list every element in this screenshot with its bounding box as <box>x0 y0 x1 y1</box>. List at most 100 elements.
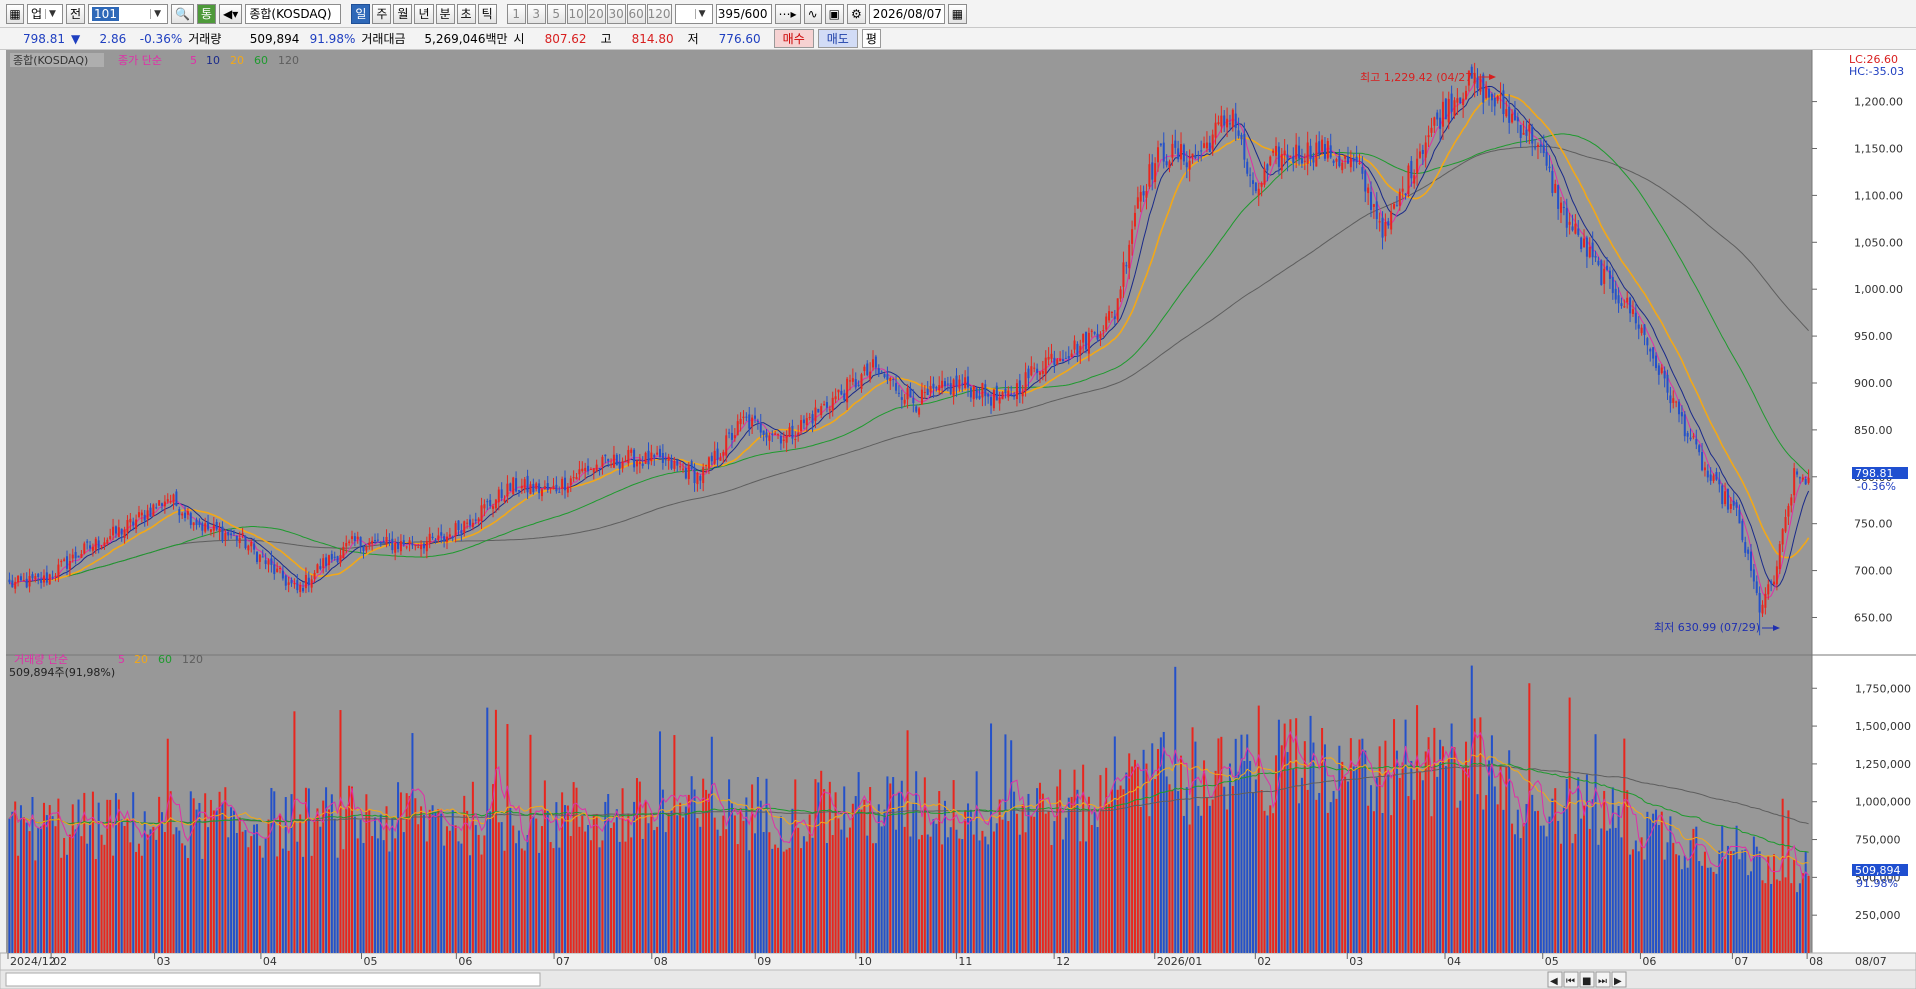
period-button-4[interactable]: 분 <box>435 3 455 24</box>
volume-bar <box>1289 719 1292 953</box>
period-button-6[interactable]: 틱 <box>477 3 497 24</box>
candle-body <box>918 408 921 415</box>
volume-bar <box>117 799 120 953</box>
candle-body <box>281 570 284 579</box>
candle-body <box>408 540 411 545</box>
volume-bar <box>762 832 765 953</box>
candle-body <box>972 385 975 400</box>
volume-bar <box>469 855 472 953</box>
volume-bar <box>385 806 388 953</box>
candle-body <box>1511 113 1514 123</box>
calendar-icon[interactable]: ▦ <box>947 3 968 24</box>
candle-body <box>287 582 290 585</box>
candle-body <box>1796 471 1799 475</box>
index-name-field[interactable]: 종합(KOSDAQ) <box>245 3 342 24</box>
interval-button-5[interactable]: 5 <box>546 3 566 24</box>
volume-bar <box>1315 799 1318 953</box>
candle-body <box>739 418 742 425</box>
count-field[interactable]: 395/600 <box>715 3 772 24</box>
candle-body <box>587 465 590 472</box>
candle-body <box>201 523 204 531</box>
volume-bar <box>319 826 322 953</box>
volume-bar <box>11 811 14 953</box>
volume-bar <box>1180 755 1183 953</box>
volume-bar <box>140 855 143 953</box>
volume-bar <box>1338 745 1341 953</box>
interval-button-60[interactable]: 60 <box>626 3 646 24</box>
search-icon[interactable]: 🔍 <box>171 3 194 24</box>
scroll-button[interactable] <box>1563 971 1579 988</box>
volume-bar <box>1381 813 1384 953</box>
candle-body <box>40 578 43 583</box>
period-button-0[interactable]: 일 <box>351 3 371 24</box>
scroll-button[interactable] <box>1547 971 1563 988</box>
volume-bar <box>1663 859 1666 953</box>
chart-tool-icon[interactable]: ∿ <box>803 3 822 24</box>
candle-body <box>166 499 169 502</box>
period-button-2[interactable]: 월 <box>393 3 413 24</box>
candle-body <box>1105 316 1108 330</box>
volume-ratio: 91.98% <box>309 31 356 46</box>
gear-icon[interactable]: ⚙ <box>846 3 866 24</box>
scroll-button[interactable] <box>1579 971 1595 988</box>
volume-bar <box>667 812 670 953</box>
volume-bar <box>825 843 828 953</box>
candle-body <box>1289 155 1292 157</box>
volume-bar <box>1715 873 1718 953</box>
code-input[interactable]: 101 ▼ <box>88 3 169 24</box>
volume-bar <box>422 814 425 953</box>
interval-button-120[interactable]: 120 <box>646 3 672 24</box>
candle-body <box>1444 98 1447 120</box>
eval-button[interactable]: 평 <box>861 29 881 48</box>
candle-body <box>987 393 990 397</box>
period-button-1[interactable]: 주 <box>372 3 392 24</box>
volume-bar <box>529 734 532 953</box>
date-field[interactable]: 2026/08/07 <box>868 3 945 24</box>
market-select[interactable]: 업 ▼ <box>27 3 63 24</box>
period-button-5[interactable]: 초 <box>456 3 476 24</box>
window-icon[interactable]: ▦ <box>6 3 24 24</box>
interval-button-1[interactable]: 1 <box>506 3 526 24</box>
candle-body <box>120 528 123 535</box>
candle-body <box>1485 86 1488 99</box>
volume-bar <box>1372 811 1375 953</box>
interval-button-3[interactable]: 3 <box>526 3 546 24</box>
scroll-thumb[interactable] <box>5 972 541 987</box>
volume-bar <box>437 808 440 953</box>
candle-body <box>1182 144 1185 162</box>
volume-bar <box>19 805 22 953</box>
indicator-icon[interactable]: ⋯▸ <box>774 3 801 24</box>
volume-bar <box>1577 777 1580 953</box>
scroll-controls[interactable]: ◀ ⏮ ■ ⏭ ▶ <box>1547 971 1627 988</box>
interval-select[interactable]: ▼ <box>674 3 713 24</box>
interval-button-20[interactable]: 20 <box>586 3 606 24</box>
candle-body <box>1680 412 1683 417</box>
interval-button-30[interactable]: 30 <box>606 3 626 24</box>
volume-bar <box>1519 838 1522 953</box>
save-icon[interactable]: ▣ <box>824 3 844 24</box>
volume-bar <box>1220 736 1223 953</box>
volume-bar <box>264 838 267 953</box>
kind-button[interactable]: 전 <box>66 3 86 24</box>
sell-button[interactable]: 매도 <box>817 29 858 48</box>
candle-body <box>1021 391 1024 397</box>
volume-bar <box>860 809 863 953</box>
candle-body <box>411 543 414 546</box>
scroll-button[interactable] <box>1595 971 1611 988</box>
more-button[interactable]: 통 <box>197 3 217 24</box>
buy-button[interactable]: 매수 <box>773 29 814 48</box>
scroll-button[interactable] <box>1611 971 1627 988</box>
chart-area[interactable]: 650.00700.00750.00800.00850.00900.00950.… <box>0 50 1916 989</box>
volume-bar <box>641 838 644 953</box>
interval-button-10[interactable]: 10 <box>566 3 586 24</box>
time-tick-label: 08 <box>1809 955 1823 968</box>
volume-bar <box>676 815 679 953</box>
volume-bar <box>820 770 823 953</box>
candle-body <box>143 514 146 521</box>
volume-bar <box>1804 851 1807 953</box>
candle-body <box>57 564 60 578</box>
candle-body <box>1326 140 1329 159</box>
period-button-3[interactable]: 년 <box>414 3 434 24</box>
sound-icon[interactable]: ◀▾ <box>219 3 243 24</box>
